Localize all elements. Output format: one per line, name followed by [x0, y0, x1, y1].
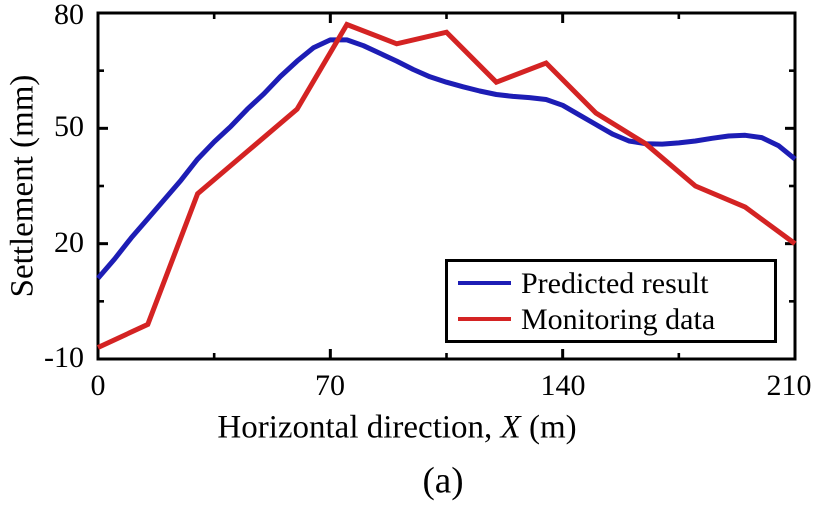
- legend-box: Predicted result Monitoring data: [445, 259, 777, 343]
- legend-line-sample-monitoring-data: [458, 317, 511, 321]
- data-curves: [96, 21, 797, 350]
- legend-row-predicted-result: Predicted result: [458, 267, 774, 300]
- x-axis-title-variable: X: [500, 409, 521, 446]
- x-tick-label-70: 70: [315, 369, 345, 402]
- x-tick-label-210: 210: [766, 369, 812, 402]
- curve-monitoring-data: [96, 21, 797, 350]
- x-axis-title-suffix: (m): [520, 409, 577, 446]
- x-tick-label-0: 0: [90, 369, 106, 402]
- legend-row-monitoring-data: Monitoring data: [458, 303, 774, 336]
- y-tick-label-50: 50: [54, 110, 84, 143]
- legend-line-sample-predicted-result: [458, 281, 511, 285]
- y-tick-label-20: 20: [54, 226, 84, 259]
- y-axis-title: Settlement (mm): [4, 74, 41, 298]
- x-tick-label-140: 140: [540, 369, 586, 402]
- figure-caption: (a): [422, 460, 464, 502]
- legend-label-predicted-result: Predicted result: [521, 266, 709, 300]
- curve-predicted-result: [96, 37, 797, 280]
- x-axis-title-prefix: Horizontal direction,: [217, 409, 501, 446]
- y-tick-label-80: 80: [54, 0, 84, 31]
- legend-label-monitoring-data: Monitoring data: [521, 302, 716, 336]
- x-axis-title: Horizontal direction, X (m): [217, 409, 577, 446]
- y-tick-label-neg10: -10: [44, 341, 84, 374]
